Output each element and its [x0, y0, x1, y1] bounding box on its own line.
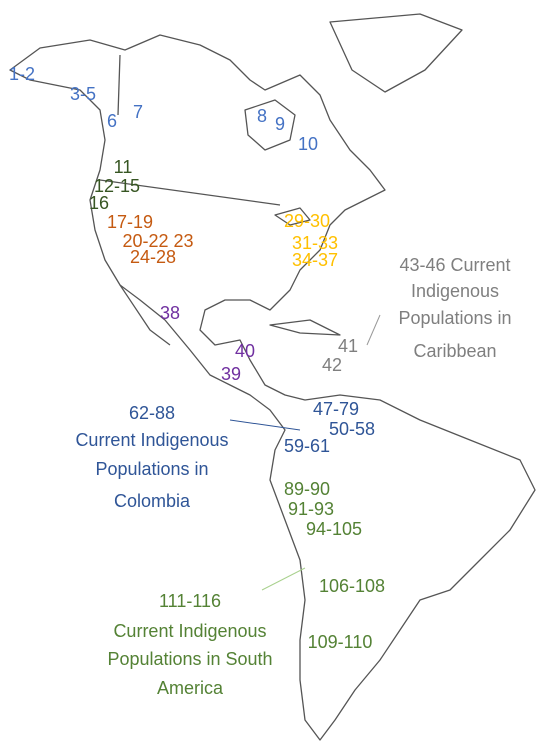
americas: [9, 34, 536, 741]
arrows: [229, 314, 381, 591]
canada-border: [99, 54, 281, 206]
map-label: Populations in: [398, 308, 511, 328]
map-label: 20-22 23: [122, 231, 193, 251]
map-label: 91-93: [288, 499, 334, 519]
map-label: 111-116: [159, 591, 221, 611]
map-label: 89-90: [284, 479, 330, 499]
map-label: 41: [338, 336, 358, 356]
map-label: 16: [89, 193, 109, 213]
map-label: Caribbean: [413, 341, 496, 361]
map-label: Populations in South: [107, 649, 272, 669]
map-label: Current Indigenous: [113, 621, 266, 641]
map-label: 59-61: [284, 436, 330, 456]
map-label: America: [157, 678, 224, 698]
map-label: 6: [107, 111, 117, 131]
lakes: [274, 207, 311, 226]
map-label: 29-30: [284, 211, 330, 231]
map-label: 62-88: [129, 403, 175, 423]
map-label: 39: [221, 364, 241, 384]
map-label: 17-19: [107, 212, 153, 232]
map-label: Colombia: [114, 491, 191, 511]
hudson-bay: [244, 99, 296, 151]
map-label: 50-58: [329, 419, 375, 439]
map-label: 47-79: [313, 399, 359, 419]
map-label: 34-37: [292, 250, 338, 270]
map-label: 40: [235, 341, 255, 361]
map-label: 12-15: [94, 176, 140, 196]
map-label: 42: [322, 355, 342, 375]
map-label: 109-110: [308, 632, 373, 652]
baja: [119, 284, 171, 346]
map-label: 7: [133, 102, 143, 122]
map-label: 11: [114, 157, 133, 177]
greenland: [329, 13, 463, 93]
map-label: Current Indigenous: [75, 430, 228, 450]
map-label: 38: [160, 303, 180, 323]
map-label: 31-33: [292, 233, 338, 253]
map-label: 94-105: [306, 519, 362, 539]
map-label: 43-46 Current: [399, 255, 510, 275]
map-label: 1-2: [9, 64, 35, 84]
map-label: 3-5: [70, 84, 96, 104]
map-label: 106-108: [319, 576, 385, 596]
map-label: Populations in: [95, 459, 208, 479]
map-label: Indigenous: [411, 281, 499, 301]
continent-outline: [9, 13, 536, 741]
map-label: 8: [257, 106, 267, 126]
arrow: [229, 419, 301, 431]
map-label: 9: [275, 114, 285, 134]
map-label: 24-28: [130, 247, 176, 267]
cuba: [269, 319, 341, 336]
arrow: [366, 314, 381, 346]
arrow: [261, 567, 306, 591]
map-label: 10: [298, 134, 318, 154]
